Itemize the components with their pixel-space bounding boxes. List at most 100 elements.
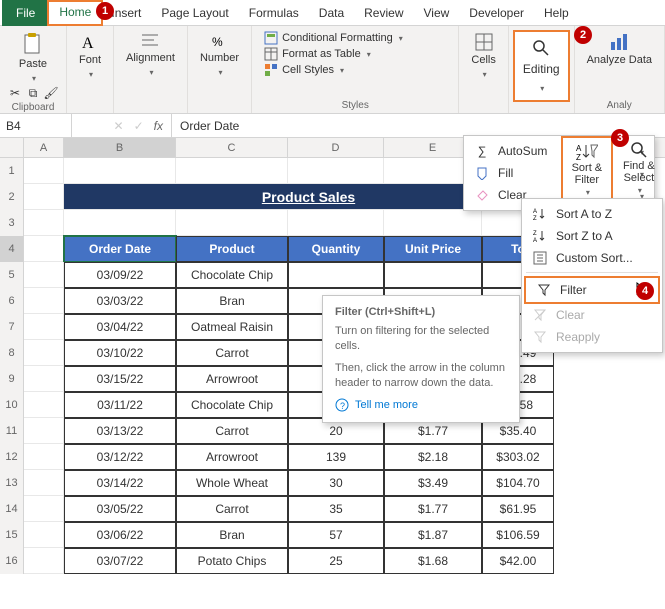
cell[interactable] [24,470,64,496]
row-header[interactable]: 1 [0,158,24,184]
cell[interactable] [176,210,288,236]
tab-view[interactable]: View [414,0,460,26]
sort-az-item[interactable]: AZ Sort A to Z [522,203,662,225]
header-order-date[interactable]: Order Date [64,236,176,262]
row-header[interactable]: 10 [0,392,24,418]
analyze-data-button[interactable]: Analyze Data [583,30,656,68]
cell[interactable]: 139 [288,444,384,470]
cell[interactable]: Unit Price [384,236,482,262]
cell[interactable] [24,340,64,366]
cell[interactable]: 03/09/22 [64,262,176,288]
cell[interactable]: 03/14/22 [64,470,176,496]
cell[interactable] [24,496,64,522]
cell[interactable]: 03/15/22 [64,366,176,392]
sort-filter-button[interactable]: AZ Sort & Filter [561,136,613,204]
cell[interactable] [288,210,384,236]
cell[interactable]: 03/06/22 [64,522,176,548]
row-header[interactable]: 3 [0,210,24,236]
cell[interactable]: $106.59 [482,522,554,548]
name-box[interactable]: B4 [0,114,72,137]
row-header[interactable]: 5 [0,262,24,288]
cell[interactable]: Carrot [176,418,288,444]
cell[interactable] [24,314,64,340]
editing-button[interactable]: Editing [513,30,570,102]
cell[interactable] [64,158,176,184]
cell[interactable]: Oatmeal Raisin [176,314,288,340]
cell[interactable] [24,548,64,574]
row-header[interactable]: 6 [0,288,24,314]
cell[interactable] [24,366,64,392]
cell[interactable] [24,288,64,314]
tab-formulas[interactable]: Formulas [239,0,309,26]
row-header[interactable]: 13 [0,470,24,496]
cell[interactable]: $1.77 [384,496,482,522]
format-painter-icon[interactable]: 🖌 [44,86,58,100]
cell[interactable]: Carrot [176,340,288,366]
tab-data[interactable]: Data [309,0,354,26]
cell[interactable]: 03/12/22 [64,444,176,470]
cell[interactable]: Chocolate Chip [176,392,288,418]
cell[interactable]: $61.95 [482,496,554,522]
row-header[interactable]: 11 [0,418,24,444]
row-header[interactable]: 8 [0,340,24,366]
copy-icon[interactable]: ⧉ [26,86,40,100]
cell[interactable]: Arrowroot [176,366,288,392]
cell[interactable] [24,522,64,548]
cell[interactable]: $303.02 [482,444,554,470]
cell[interactable]: 03/05/22 [64,496,176,522]
alignment-button[interactable]: Alignment [122,30,179,80]
cell[interactable]: 03/11/22 [64,392,176,418]
cut-icon[interactable]: ✂ [8,86,22,100]
cell[interactable]: Bran [176,522,288,548]
cell[interactable] [288,262,384,288]
col-header-B[interactable]: B [64,138,176,157]
cell[interactable]: 03/03/22 [64,288,176,314]
tab-help[interactable]: Help [534,0,579,26]
cell-styles-button[interactable]: Cell Styles [260,62,407,78]
col-header-A[interactable]: A [24,138,64,157]
cell[interactable]: $42.00 [482,548,554,574]
row-header[interactable]: 7 [0,314,24,340]
tab-page-layout[interactable]: Page Layout [151,0,238,26]
cell[interactable] [384,262,482,288]
cells-button[interactable]: Cells [467,30,499,82]
cell[interactable]: Arrowroot [176,444,288,470]
row-header[interactable]: 12 [0,444,24,470]
number-button[interactable]: % Number [196,30,243,80]
cell[interactable]: Bran [176,288,288,314]
cell[interactable]: 25 [288,548,384,574]
cell[interactable]: 03/10/22 [64,340,176,366]
cell[interactable]: 57 [288,522,384,548]
cell[interactable]: $1.87 [384,522,482,548]
cell[interactable] [176,158,288,184]
row-header[interactable]: 16 [0,548,24,574]
cell[interactable]: 30 [288,470,384,496]
tab-review[interactable]: Review [354,0,413,26]
cell[interactable]: 03/13/22 [64,418,176,444]
cell[interactable] [64,210,176,236]
cell[interactable] [24,444,64,470]
cell[interactable]: Carrot [176,496,288,522]
tab-developer[interactable]: Developer [459,0,534,26]
row-header[interactable]: 15 [0,522,24,548]
cell[interactable]: Whole Wheat [176,470,288,496]
fx-icon[interactable]: fx [154,119,163,133]
row-header[interactable]: 14 [0,496,24,522]
tell-me-more-link[interactable]: ? Tell me more [335,398,507,412]
row-header[interactable]: 9 [0,366,24,392]
select-all-corner[interactable] [0,138,24,157]
cell[interactable] [384,210,482,236]
cell[interactable] [24,184,64,210]
cell[interactable]: $104.70 [482,470,554,496]
cell[interactable] [24,236,64,262]
row-header[interactable]: 4 [0,236,24,262]
cell[interactable] [24,392,64,418]
formula-input[interactable]: Order Date [172,119,665,133]
cell[interactable]: Chocolate Chip [176,262,288,288]
cell[interactable]: Potato Chips [176,548,288,574]
cell[interactable] [24,210,64,236]
col-header-C[interactable]: C [176,138,288,157]
custom-sort-item[interactable]: Custom Sort... [522,247,662,269]
sort-za-item[interactable]: ZA Sort Z to A [522,225,662,247]
tab-file[interactable]: File [2,0,49,26]
